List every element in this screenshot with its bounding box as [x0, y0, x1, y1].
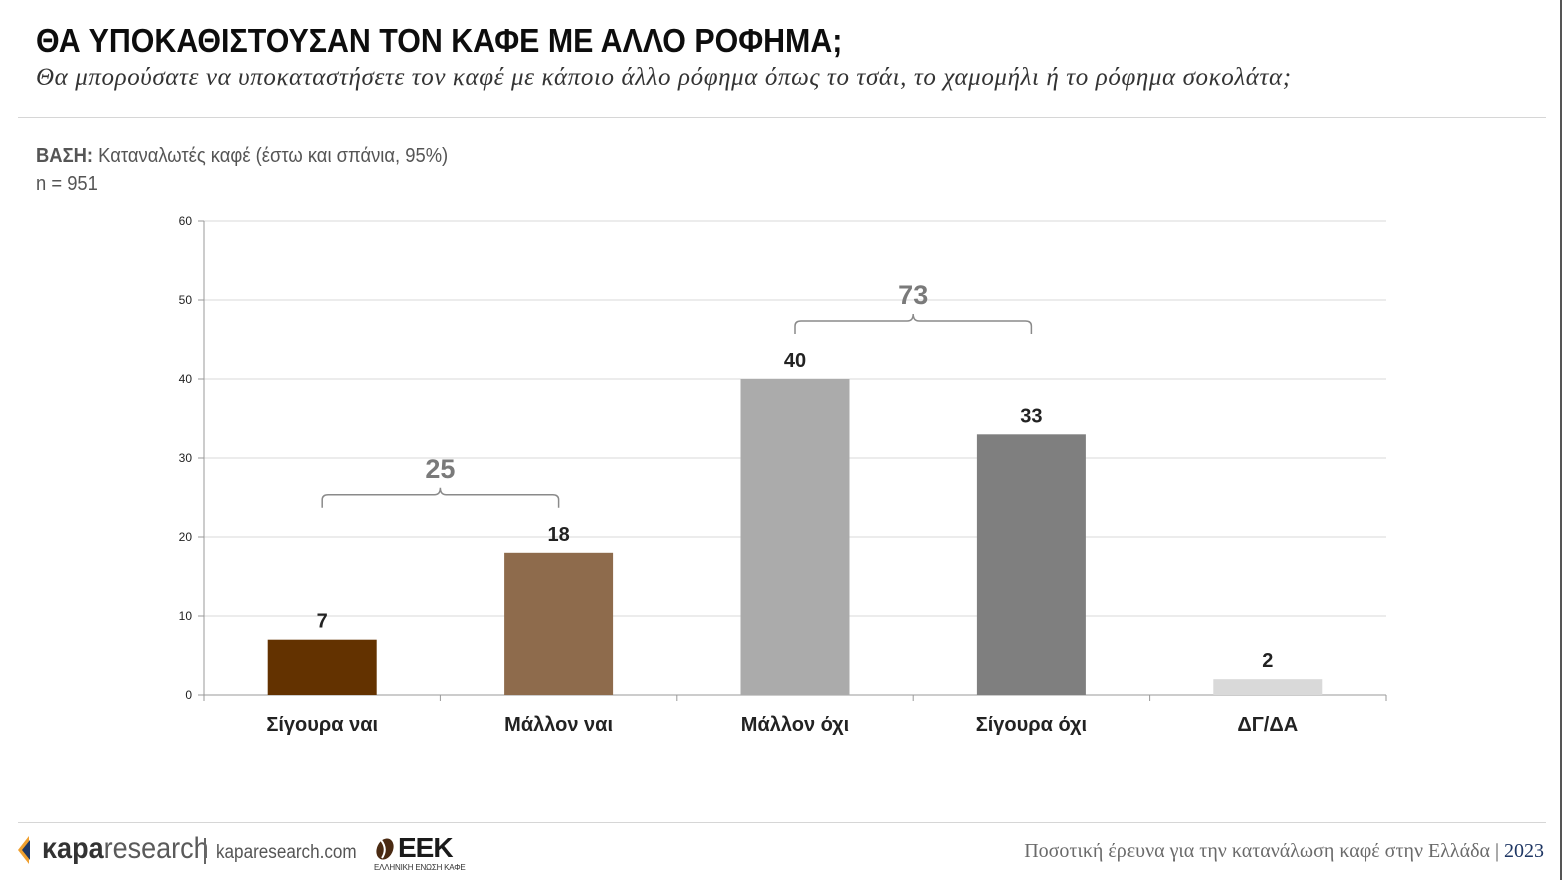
y-tick-label: 40 — [179, 372, 193, 386]
bars — [267, 379, 1323, 695]
data-label: 18 — [547, 524, 569, 546]
coffee-bean-icon — [376, 838, 394, 860]
category-label: Σίγουρα όχι — [976, 714, 1087, 736]
footer-separator: | — [1494, 840, 1499, 862]
page-subtitle: Θα μπορούσατε να υποκαταστήσετε τον καφέ… — [36, 64, 1292, 91]
eek-wordmark: ΕΕΚ — [398, 832, 454, 863]
data-label: 2 — [1262, 650, 1273, 672]
base-note: ΒΑΣΗ: Καταναλωτές καφέ (έστω και σπάνια,… — [36, 145, 448, 168]
survey-year: 2023 — [1504, 840, 1544, 862]
y-tick-label: 30 — [179, 451, 193, 465]
category-label: Σίγουρα ναι — [266, 714, 378, 736]
base-text: Καταναλωτές καφέ (έστω και σπάνια, 95%) — [98, 145, 449, 167]
labels: 7 Σίγουρα ναι 18 Μάλλον ναι 40 Μάλλον όχι 33 Σί… — [266, 350, 1298, 736]
eek-logo: ΕΕΚ ΕΛΛΗΝΙΚΗ ΕΝΩΣΗ ΚΑΦΕ — [372, 832, 466, 874]
kapa-wordmark-rest: research — [103, 832, 209, 865]
kapa-wordmark: κaparesearch — [42, 832, 209, 866]
data-label: 33 — [1020, 405, 1042, 427]
y-tick-label: 50 — [179, 293, 193, 307]
page-title: ΘΑ ΥΠΟΚΑΘΙΣΤΟΥΣΑΝ ΤΟΝ ΚΑΦΕ ΜΕ ΑΛΛΟ ΡΟΦΗΜ… — [36, 22, 843, 59]
kapa-wordmark-bold: κapa — [42, 832, 104, 865]
logo-separator — [204, 838, 206, 864]
group-bracket — [321, 487, 560, 508]
group-total-label: 25 — [425, 454, 455, 484]
group-bracket — [794, 313, 1033, 334]
y-tick-label: 0 — [185, 688, 192, 702]
bar-chart: 0 10 20 30 40 50 60 7 Σίγουρα ναι 18 Μάλλον ναι 40… — [179, 214, 1387, 736]
category-label: ΔΓ/ΔΑ — [1237, 714, 1298, 736]
base-label: ΒΑΣΗ: — [36, 145, 94, 167]
bottom-divider — [18, 822, 1546, 823]
y-tick-label: 60 — [179, 214, 193, 228]
y-tick-label: 20 — [179, 530, 193, 544]
group-total-label: 73 — [898, 280, 928, 310]
survey-text: Ποσοτική έρευνα για την κατανάλωση καφέ … — [1024, 840, 1490, 862]
data-label: 40 — [784, 350, 806, 372]
y-tick-label: 10 — [179, 609, 193, 623]
top-divider — [18, 117, 1546, 118]
sample-size: n = 951 — [36, 173, 98, 195]
survey-footer: Ποσοτική έρευνα για την κατανάλωση καφέ … — [1024, 840, 1544, 863]
group-brackets: 25 73 — [321, 280, 1033, 508]
bar — [504, 552, 614, 695]
bar — [740, 379, 850, 695]
bar — [1213, 679, 1323, 695]
category-label: Μάλλον ναι — [504, 714, 613, 736]
eek-subtitle: ΕΛΛΗΝΙΚΗ ΕΝΩΣΗ ΚΑΦΕ — [374, 863, 466, 872]
kapa-mark-icon — [18, 836, 30, 864]
bar — [976, 434, 1086, 695]
kapa-url-link[interactable]: kaparesearch.com — [216, 842, 357, 863]
data-label: 7 — [317, 611, 328, 633]
category-label: Μάλλον όχι — [741, 714, 849, 736]
right-edge-line — [1560, 0, 1562, 880]
bar — [267, 639, 377, 695]
